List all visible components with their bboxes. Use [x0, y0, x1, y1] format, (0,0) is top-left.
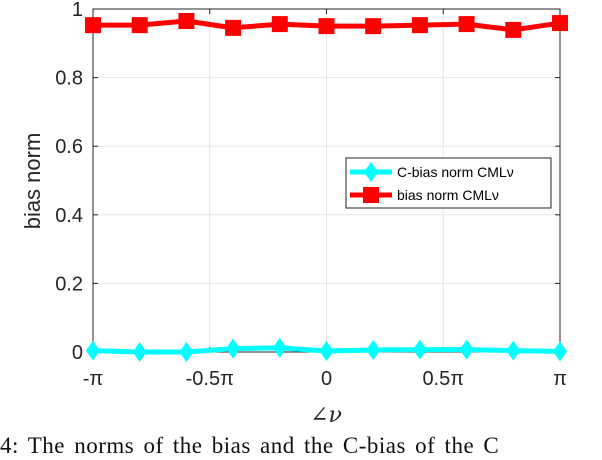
y-tick-label: 0 — [72, 342, 83, 364]
data-point — [505, 21, 522, 38]
y-tick-label: 1 — [72, 0, 83, 21]
x-tick-label: -0.5π — [186, 368, 234, 390]
x-axis-label: ∠ν — [310, 403, 342, 428]
y-tick-label: 0.6 — [55, 136, 83, 158]
data-point — [179, 342, 194, 362]
y-axis-label: bias norm — [20, 133, 45, 230]
legend: C-bias norm CMLν bias norm CMLν — [345, 157, 552, 209]
legend-label: C-bias norm CMLν — [397, 164, 514, 180]
x-tick-label: π — [553, 368, 567, 390]
data-point — [411, 17, 428, 34]
x-tick-label: -π — [83, 368, 103, 390]
legend-label: bias norm CMLν — [397, 187, 499, 203]
y-tick-label: 0.4 — [55, 205, 83, 227]
legend-box — [345, 157, 552, 209]
chart: -π -0.5π 0 0.5π π 0 0.2 0.4 0.6 0.8 1 bias norm ∠ν… — [20, 0, 568, 428]
data-point — [86, 340, 100, 361]
series-c-bias-norm — [86, 337, 567, 362]
data-point — [272, 337, 287, 358]
data-point — [132, 342, 147, 362]
data-point — [225, 19, 242, 36]
figure-caption: 4: The norms of the bias and the C-bias … — [0, 433, 500, 458]
legend-marker — [364, 162, 378, 182]
data-point — [318, 18, 335, 35]
series — [85, 13, 568, 362]
data-point — [458, 16, 475, 33]
data-point — [553, 341, 567, 362]
data-point — [365, 18, 382, 35]
series-bias-norm — [85, 13, 568, 38]
data-point — [552, 15, 568, 32]
data-point — [271, 16, 288, 33]
data-point — [178, 13, 195, 30]
data-point — [226, 338, 241, 359]
data-point — [319, 340, 334, 361]
x-tick-label: 0.5π — [422, 368, 464, 390]
data-point — [131, 17, 148, 34]
data-point — [412, 339, 427, 360]
data-point — [506, 340, 521, 361]
x-tick-label: 0 — [321, 368, 332, 390]
data-point — [366, 339, 381, 360]
legend-marker — [363, 187, 379, 203]
y-tick-label: 0.2 — [55, 273, 83, 295]
y-tick-label: 0.8 — [55, 68, 83, 90]
data-point — [459, 339, 474, 360]
data-point — [85, 17, 101, 34]
